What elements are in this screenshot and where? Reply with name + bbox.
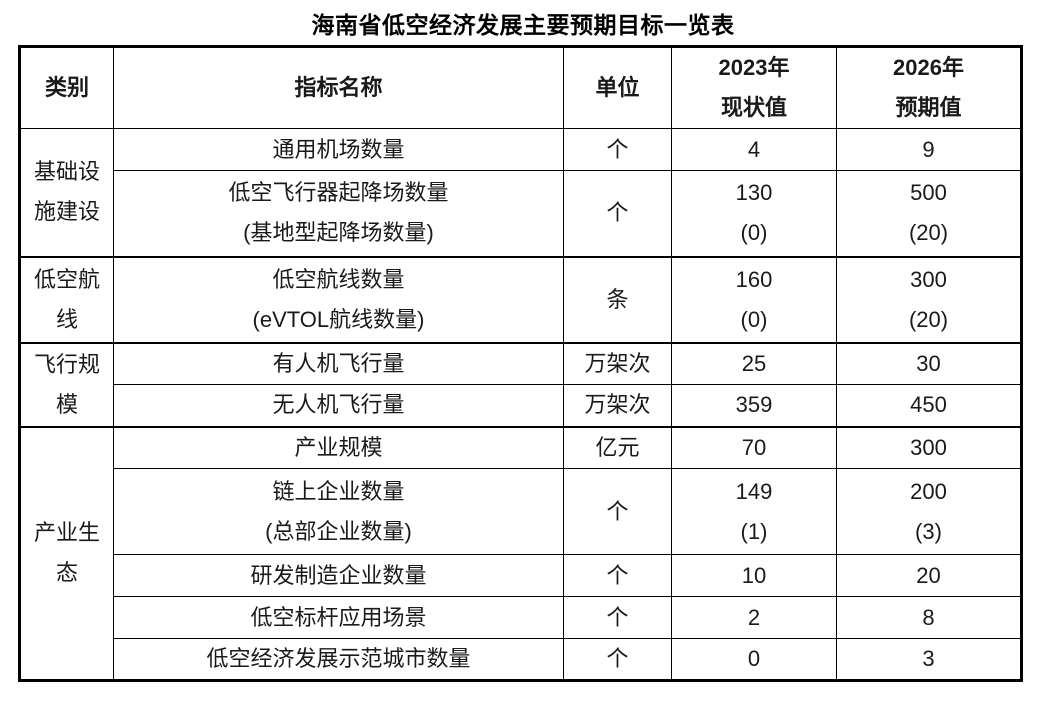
category-cell: 低空航线 (19, 255, 114, 343)
category-cell: 飞行规模 (19, 341, 114, 427)
indicator-cell: 低空航线数量 (eVTOL航线数量) (113, 255, 564, 343)
value-2023-cell: 130 (0) (671, 170, 837, 257)
unit-cell: 个 (563, 128, 672, 171)
value-2026-cell: 8 (836, 596, 1022, 639)
indicator-cell: 低空经济发展示范城市数量 (113, 638, 564, 681)
unit-cell: 个 (563, 554, 672, 597)
value-2023-cell: 25 (671, 341, 837, 385)
category-cell: 产业生态 (19, 425, 114, 681)
unit-cell: 条 (563, 255, 672, 343)
column-header-2026: 2026年 预期值 (836, 46, 1022, 129)
value-2023-cell: 10 (671, 554, 837, 597)
value-2023-cell: 4 (671, 128, 837, 171)
indicator-cell: 有人机飞行量 (113, 341, 564, 385)
value-2026-cell: 200 (3) (836, 468, 1022, 555)
indicator-cell: 通用机场数量 (113, 128, 564, 171)
table-row: 低空经济发展示范城市数量 个 0 3 (20, 638, 1022, 681)
category-cell: 基础设施建设 (19, 128, 114, 257)
table-row: 产业生态 产业规模 亿元 70 300 (19, 425, 1022, 681)
value-2026-cell: 9 (836, 128, 1022, 171)
indicator-cell: 产业规模 (113, 425, 564, 469)
unit-cell: 亿元 (563, 425, 672, 469)
unit-cell: 个 (563, 638, 672, 681)
table-row: 链上企业数量 (总部企业数量) 个 149 (1) 200 (3) (20, 468, 1022, 555)
targets-table: 类别 指标名称 单位 2023年 现状值 2026年 预期值 基础设施建设 通用… (18, 45, 1023, 682)
unit-cell: 个 (563, 596, 672, 639)
indicator-cell: 研发制造企业数量 (113, 554, 564, 597)
indicator-cell: 低空标杆应用场景 (113, 596, 564, 639)
table-title: 海南省低空经济发展主要预期目标一览表 (311, 12, 735, 38)
category-label: 低空航线 (33, 266, 100, 332)
table-row: 飞行规模 有人机飞行量 万架次 25 30 (19, 341, 1022, 427)
indicator-cell: 链上企业数量 (总部企业数量) (113, 468, 564, 555)
column-header-indicator: 指标名称 (113, 46, 564, 129)
value-2023-cell: 160 (0) (671, 255, 837, 343)
indicator-cell: 无人机飞行量 (113, 384, 564, 427)
category-label: 飞行规模 (33, 351, 100, 417)
value-2026-cell: 500 (20) (836, 170, 1022, 257)
value-2026-cell: 300 (836, 425, 1022, 469)
table-row: 低空飞行器起降场数量 (基地型起降场数量) 个 130 (0) 500 (20) (20, 170, 1022, 257)
value-2026-cell: 3 (836, 638, 1022, 681)
unit-cell: 万架次 (563, 341, 672, 385)
indicator-cell: 低空飞行器起降场数量 (基地型起降场数量) (113, 170, 564, 257)
unit-cell: 万架次 (563, 384, 672, 427)
value-2023-cell: 2 (671, 596, 837, 639)
value-2026-cell: 450 (836, 384, 1022, 427)
table-row: 无人机飞行量 万架次 359 450 (20, 384, 1022, 427)
column-header-unit: 单位 (563, 46, 672, 129)
value-2023-cell: 149 (1) (671, 468, 837, 555)
value-2023-cell: 359 (671, 384, 837, 427)
unit-cell: 个 (563, 468, 672, 555)
value-2026-cell: 20 (836, 554, 1022, 597)
category-label: 基础设施建设 (33, 159, 100, 225)
column-header-2023: 2023年 现状值 (671, 46, 837, 129)
value-2026-cell: 300 (20) (836, 255, 1022, 343)
table-row: 研发制造企业数量 个 10 20 (20, 554, 1022, 597)
column-header-category: 类别 (19, 46, 114, 129)
value-2026-cell: 30 (836, 341, 1022, 385)
table-row: 低空标杆应用场景 个 2 8 (20, 596, 1022, 639)
table-row: 基础设施建设 通用机场数量 个 4 9 (19, 128, 1022, 257)
table-row: 低空航线 低空航线数量 (eVTOL航线数量) 条 160 (0) 300 (2… (19, 255, 1022, 343)
value-2023-cell: 70 (671, 425, 837, 469)
category-label: 产业生态 (33, 520, 100, 586)
value-2023-cell: 0 (671, 638, 837, 681)
unit-cell: 个 (563, 170, 672, 257)
header-row: 类别 指标名称 单位 2023年 现状值 2026年 预期值 (19, 46, 1022, 129)
